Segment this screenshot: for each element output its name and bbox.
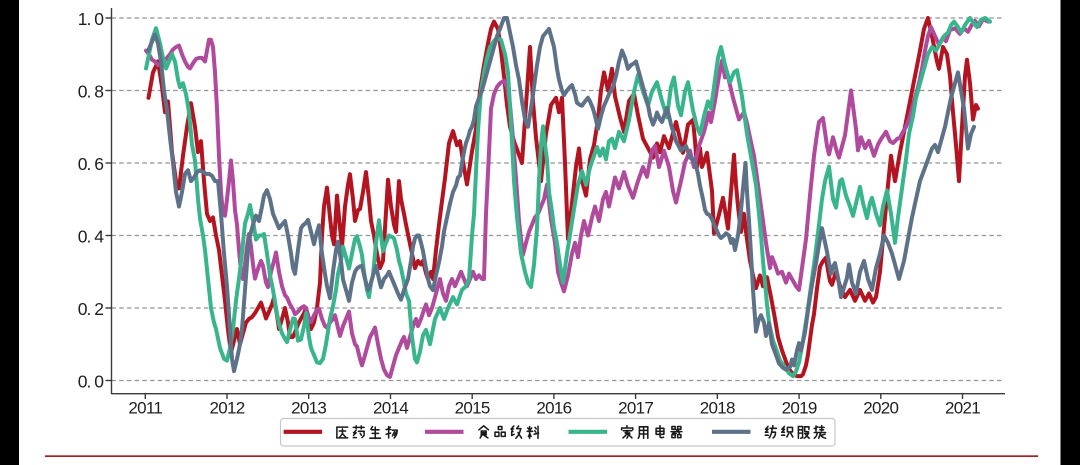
svg-text:2020: 2020 <box>863 399 898 418</box>
svg-text:0. 2: 0. 2 <box>78 299 103 319</box>
svg-text:2012: 2012 <box>209 399 244 418</box>
svg-text:2011: 2011 <box>128 399 162 418</box>
svg-text:0. 0: 0. 0 <box>78 371 104 391</box>
svg-text:0. 6: 0. 6 <box>78 154 103 174</box>
svg-text:0. 4: 0. 4 <box>78 226 104 246</box>
svg-text:2015: 2015 <box>455 399 490 418</box>
svg-text:2018: 2018 <box>700 399 735 418</box>
svg-text:1. 0: 1. 0 <box>78 9 104 29</box>
svg-text:0. 8: 0. 8 <box>78 81 103 101</box>
svg-text:2013: 2013 <box>291 399 326 418</box>
svg-text:2019: 2019 <box>782 399 817 418</box>
svg-text:2021: 2021 <box>945 399 980 418</box>
svg-text:2014: 2014 <box>373 399 408 418</box>
svg-text:2016: 2016 <box>536 399 571 418</box>
svg-text:2017: 2017 <box>618 399 653 418</box>
